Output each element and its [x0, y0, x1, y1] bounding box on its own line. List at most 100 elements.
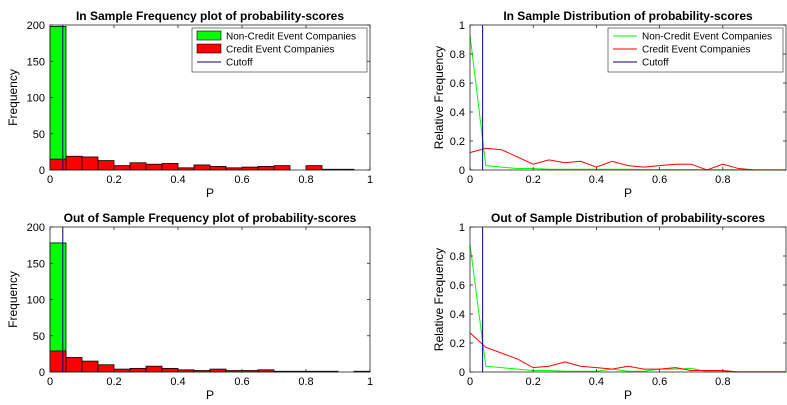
credit-bar — [161, 163, 179, 171]
credit-bar — [129, 367, 147, 373]
legend-label: Cutoff — [642, 58, 669, 69]
credit-bar — [81, 156, 99, 171]
credit-bar — [65, 155, 83, 171]
credit-bar — [209, 165, 227, 171]
x-tick-label: 1 — [367, 174, 373, 186]
credit-bar — [97, 364, 115, 373]
credit-bar — [145, 365, 163, 373]
plot-area — [50, 227, 370, 372]
y-tick-label: 0.4 — [450, 107, 465, 119]
x-tick-label: 0.8 — [298, 174, 313, 186]
x-tick-label: 0.8 — [715, 174, 730, 186]
x-tick-label: 0.6 — [234, 376, 249, 388]
x-tick-label: 0.8 — [298, 376, 313, 388]
credit-bar — [305, 165, 323, 171]
y-axis-label: Frequency — [6, 69, 20, 126]
x-tick-label: 0.6 — [652, 174, 667, 186]
y-tick-label: 1 — [459, 20, 465, 32]
x-tick-label: 0.4 — [589, 376, 604, 388]
y-tick-label: 50 — [33, 331, 45, 343]
y-axis-label: Relative Frequency — [432, 46, 446, 149]
y-tick-label: 0.4 — [450, 309, 465, 321]
credit-bar — [113, 165, 131, 171]
x-tick-label: 0.2 — [106, 376, 121, 388]
y-tick-label: 0 — [39, 165, 45, 177]
chart-title: Out of Sample Distribution of probabilit… — [491, 211, 765, 225]
credit-bar — [129, 162, 147, 171]
y-tick-label: 0.2 — [450, 136, 465, 148]
chart-title: In Sample Distribution of probability-sc… — [503, 9, 753, 23]
x-tick-label: 0.8 — [715, 376, 730, 388]
legend-label: Cutoff — [226, 58, 253, 69]
credit-bar — [257, 165, 275, 171]
credit-bar — [273, 165, 291, 171]
y-tick-label: 0.8 — [450, 251, 465, 263]
credit-bar — [81, 360, 99, 373]
credit-line — [469, 332, 786, 373]
legend-label: Credit Event Companies — [226, 45, 334, 56]
y-tick-label: 100 — [27, 295, 45, 307]
y-tick-label: 0.8 — [450, 49, 465, 61]
in-sample-frequency-chart: In Sample Frequency plot of probability-… — [6, 9, 373, 200]
legend-label: Non-Credit Event Companies — [642, 32, 772, 43]
credit-bar — [49, 350, 67, 373]
y-tick-label: 200 — [27, 222, 45, 234]
legend: Non-Credit Event Companies Credit Event C… — [607, 27, 784, 73]
credit-bar — [145, 163, 163, 171]
legend: Non-Credit Event Companies Credit Event C… — [191, 27, 368, 73]
credit-bar — [113, 368, 131, 373]
credit-line — [469, 147, 786, 171]
credit-bar — [193, 164, 211, 171]
non-credit-swatch — [196, 30, 222, 41]
credit-swatch — [196, 43, 222, 54]
x-tick-label: 0.4 — [170, 376, 185, 388]
credit-bar — [49, 158, 67, 171]
in-sample-distribution-chart: In Sample Distribution of probability-sc… — [432, 9, 787, 200]
legend-label: Credit Event Companies — [642, 45, 750, 56]
y-tick-label: 0.6 — [450, 280, 465, 292]
y-axis-label: Frequency — [6, 271, 20, 328]
x-tick-label: 0 — [47, 376, 53, 388]
x-axis-label: P — [624, 186, 632, 200]
chart-title: In Sample Frequency plot of probability-… — [76, 9, 344, 23]
out-of-sample-frequency-chart: Out of Sample Frequency plot of probabil… — [6, 211, 373, 402]
x-tick-label: 0 — [467, 376, 473, 388]
y-tick-label: 1 — [459, 222, 465, 234]
legend-label: Non-Credit Event Companies — [226, 32, 356, 43]
x-tick-label: 0 — [467, 174, 473, 186]
x-axis-label: P — [206, 388, 214, 402]
legend-box — [607, 27, 784, 73]
non-credit-bar — [49, 26, 67, 171]
y-tick-label: 150 — [27, 258, 45, 270]
axes-frame — [469, 24, 787, 171]
x-tick-label: 0 — [47, 174, 53, 186]
y-tick-label: 0.2 — [450, 338, 465, 350]
x-tick-label: 1 — [367, 376, 373, 388]
y-tick-label: 0 — [39, 367, 45, 379]
x-tick-label: 0.6 — [234, 174, 249, 186]
x-axis-label: P — [624, 388, 632, 402]
x-tick-label: 0.2 — [526, 174, 541, 186]
y-tick-label: 0 — [459, 165, 465, 177]
y-tick-label: 0.6 — [450, 78, 465, 90]
y-tick-label: 200 — [27, 20, 45, 32]
y-axis-label: Relative Frequency — [432, 248, 446, 351]
x-tick-label: 0.4 — [170, 174, 185, 186]
x-tick-label: 0.4 — [589, 174, 604, 186]
credit-bar — [97, 160, 115, 171]
y-tick-label: 0 — [459, 367, 465, 379]
credit-bar — [161, 367, 179, 373]
axes-frame — [469, 226, 787, 373]
x-tick-label: 0.2 — [106, 174, 121, 186]
y-tick-label: 100 — [27, 93, 45, 105]
y-tick-label: 150 — [27, 56, 45, 68]
credit-bar — [65, 357, 83, 373]
y-tick-label: 50 — [33, 129, 45, 141]
chart-title: Out of Sample Frequency plot of probabil… — [64, 211, 357, 225]
credit-bar — [241, 166, 259, 171]
x-axis-label: P — [206, 186, 214, 200]
credit-bar — [209, 368, 227, 373]
x-tick-label: 0.6 — [652, 376, 667, 388]
plot-area — [470, 227, 786, 372]
